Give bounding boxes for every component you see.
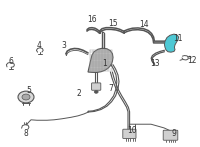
Polygon shape: [164, 34, 179, 52]
Text: 4: 4: [37, 41, 41, 50]
Text: 9: 9: [172, 128, 176, 138]
Text: 5: 5: [27, 86, 31, 95]
Text: 11: 11: [173, 34, 183, 43]
Polygon shape: [88, 48, 113, 72]
Text: 12: 12: [187, 56, 197, 65]
Text: 14: 14: [139, 20, 149, 29]
Text: 13: 13: [150, 59, 160, 69]
FancyBboxPatch shape: [123, 129, 136, 138]
Text: 6: 6: [9, 57, 13, 66]
Text: 3: 3: [62, 41, 66, 50]
Text: 8: 8: [24, 128, 28, 138]
Text: 1: 1: [103, 59, 107, 69]
Text: 10: 10: [127, 126, 137, 135]
Text: 7: 7: [109, 84, 113, 93]
FancyBboxPatch shape: [92, 83, 101, 90]
Circle shape: [22, 94, 30, 100]
Text: 2: 2: [77, 89, 81, 98]
FancyBboxPatch shape: [163, 130, 178, 140]
Circle shape: [18, 91, 34, 103]
Circle shape: [94, 90, 98, 93]
Circle shape: [188, 56, 191, 59]
Text: 15: 15: [108, 19, 118, 28]
Text: 16: 16: [87, 15, 97, 24]
